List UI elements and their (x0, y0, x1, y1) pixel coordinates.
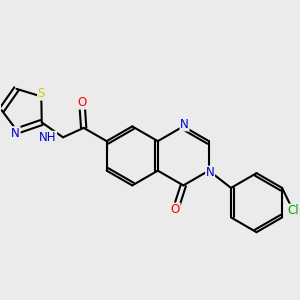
Text: O: O (171, 203, 180, 216)
Text: S: S (38, 87, 45, 100)
Text: O: O (78, 96, 87, 109)
Text: N: N (180, 118, 189, 131)
Text: NH: NH (39, 131, 56, 144)
Text: Cl: Cl (287, 204, 298, 217)
Text: N: N (206, 166, 214, 179)
Text: N: N (11, 127, 20, 140)
